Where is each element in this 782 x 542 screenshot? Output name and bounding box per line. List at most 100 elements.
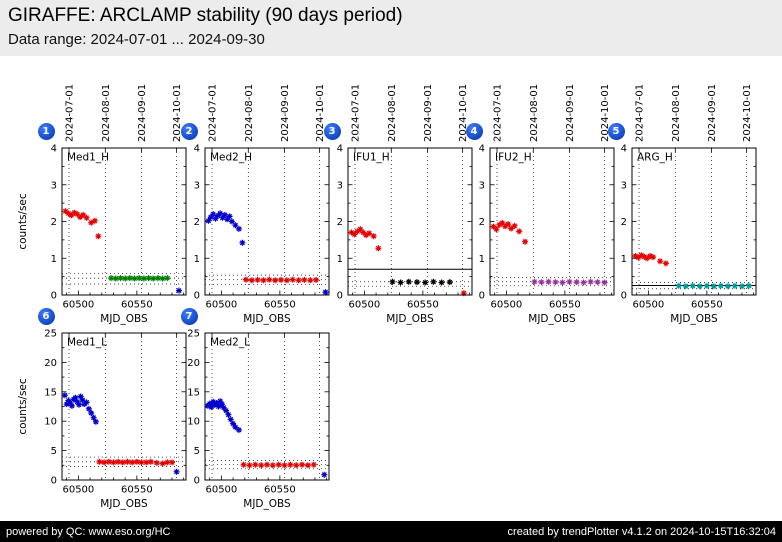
date-tick-label: 2024-07-01 [65,84,76,142]
y-tick-label: 3 [621,180,627,191]
plot-frame [489,147,615,296]
series-blue-declining [204,398,242,433]
x-tick-label: 60550 [121,485,153,496]
date-tick-label: 2024-08-01 [671,84,682,142]
series-blue-outlier [176,287,182,294]
y-tick-label: 4 [479,144,485,155]
y-tick-label: 10 [44,417,57,428]
series-green-stable [108,275,171,282]
powered-by-text: powered by QC: [6,525,89,538]
y-tick-label: 4 [51,144,57,155]
control-limit-dashed [632,282,756,290]
date-gridlines [211,148,320,295]
plot-area [62,148,186,295]
plot-frame [204,147,330,296]
x-tick-label: 60500 [205,300,237,311]
plot-title: IFU1_H [353,152,390,164]
date-tick-label: 2024-08-01 [529,84,540,142]
chart-med1_h[interactable]: 1 2024-07-01 2024-08-01 2024-09-01 2024-10-0… [10,68,194,337]
chart-med1_l[interactable]: 6 0 5 10 15 20 25 60500 60550 Med1_L MJD_OBS counts… [10,253,194,522]
series-blue-outlier [173,468,180,475]
date-tick-label: 2024-07-01 [351,84,362,142]
plot-frame [347,147,473,296]
plot-number-badge-6[interactable]: 6 [37,307,55,325]
control-limit-dashed [62,456,186,467]
y-tick-label: 0 [194,291,200,302]
y-tick-label: 20 [187,358,200,369]
plot-number-badge-3[interactable]: 3 [323,122,341,140]
page-title: GIRAFFE: ARCLAMP stability (90 days peri… [8,5,403,26]
date-tick-label: 2024-10-01 [458,84,469,142]
date-tick-label: 2024-07-01 [208,84,219,142]
plots-grid: 1 2024-07-01 2024-08-01 2024-09-01 2024-10-0… [0,56,782,521]
chart-ifu2_h[interactable]: 4 2024-07-01 2024-08-01 2024-09-01 2024-10-0… [438,68,622,337]
y-tick-label: 2 [337,217,343,228]
series-purple-stable [531,278,608,286]
plot-title: Med1_H [67,152,109,164]
y-tick-label: 1 [621,254,627,265]
chart-ifu1_h[interactable]: 3 2024-07-01 2024-08-01 2024-09-01 2024-10-0… [296,68,480,337]
qc-home-link[interactable]: www.eso.org/HC [88,525,171,538]
plot-number-badge-2[interactable]: 2 [180,122,198,140]
date-tick-label: 2024-10-01 [742,84,753,142]
date-gridlines [68,148,177,295]
series-red-stable [96,458,175,467]
plot-number-badge-7[interactable]: 7 [180,307,198,325]
y-tick-label: 0 [51,291,57,302]
x-tick-label: 60550 [691,300,723,311]
header: GIRAFFE: ARCLAMP stability (90 days peri… [0,0,782,56]
series-blue-declining [205,210,246,246]
x-tick-label: 60550 [407,300,439,311]
plot-number-badge-4[interactable]: 4 [465,122,483,140]
date-tick-label: 2024-10-01 [600,84,611,142]
date-tick-label: 2024-09-01 [423,84,434,142]
series-red-stable [242,276,320,284]
plot-title: ARG_H [637,152,673,164]
control-limit-dashed [348,281,472,287]
series-red-outlier [460,290,467,297]
date-tick-label: 2024-08-01 [387,84,398,142]
y-tick-label: 5 [194,446,200,457]
x-tick-label: 60550 [121,300,153,311]
y-tick-label: 3 [194,180,200,191]
control-limit-dashed [205,274,329,286]
y-tick-label: 2 [194,217,200,228]
y-tick-label: 2 [479,217,485,228]
y-tick-label: 4 [337,144,343,155]
x-tick-label: 60500 [62,485,94,496]
x-axis-label: MJD_OBS [386,313,434,325]
y-tick-label: 1 [51,254,57,265]
y-tick-label: 20 [44,358,57,369]
plot-number-badge-1[interactable]: 1 [37,122,55,140]
footer-bar: powered by QC: www.eso.org/HC created by… [0,521,782,542]
date-tick-label: 2024-08-01 [101,84,112,142]
y-tick-label: 4 [621,144,627,155]
plot-title: Med1_L [67,337,107,349]
chart-canvas-1: 2024-07-01 2024-08-01 2024-09-01 2024-10-01… [17,84,187,325]
date-gridlines [496,148,605,295]
x-tick-label: 60500 [348,300,380,311]
chart-med2_l[interactable]: 7 0 5 10 15 20 25 60500 60550 Med2_L MJD_OBS [153,253,337,522]
plot-area [632,148,756,295]
x-tick-label: 60550 [549,300,581,311]
y-tick-label: 0 [621,291,627,302]
y-tick-label: 25 [187,329,200,340]
date-tick-label: 2024-10-01 [172,84,183,142]
date-tick-label: 2024-09-01 [707,84,718,142]
date-gridlines [638,148,747,295]
plot-title: IFU2_H [495,152,532,164]
date-tick-label: 2024-10-01 [315,84,326,142]
x-tick-label: 60550 [264,485,296,496]
plot-title: Med2_L [210,337,250,349]
y-tick-label: 1 [194,254,200,265]
series-red-stable [240,461,317,469]
plot-number-badge-5[interactable]: 5 [607,122,625,140]
date-tick-label: 2024-09-01 [280,84,291,142]
date-tick-label: 2024-08-01 [244,84,255,142]
series-cyan-stable [675,282,752,290]
chart-med2_h[interactable]: 2 2024-07-01 2024-08-01 2024-09-01 2024-10-0… [153,68,337,337]
chart-canvas-6: 0 5 10 15 20 25 60500 60550 Med1_L MJD_OBS counts/… [17,329,187,510]
chart-canvas-2: 2024-07-01 2024-08-01 2024-09-01 2024-10-01… [194,84,330,325]
chart-arg_h[interactable]: 5 2024-07-01 2024-08-01 2024-09-01 2024-10-0… [580,68,764,337]
